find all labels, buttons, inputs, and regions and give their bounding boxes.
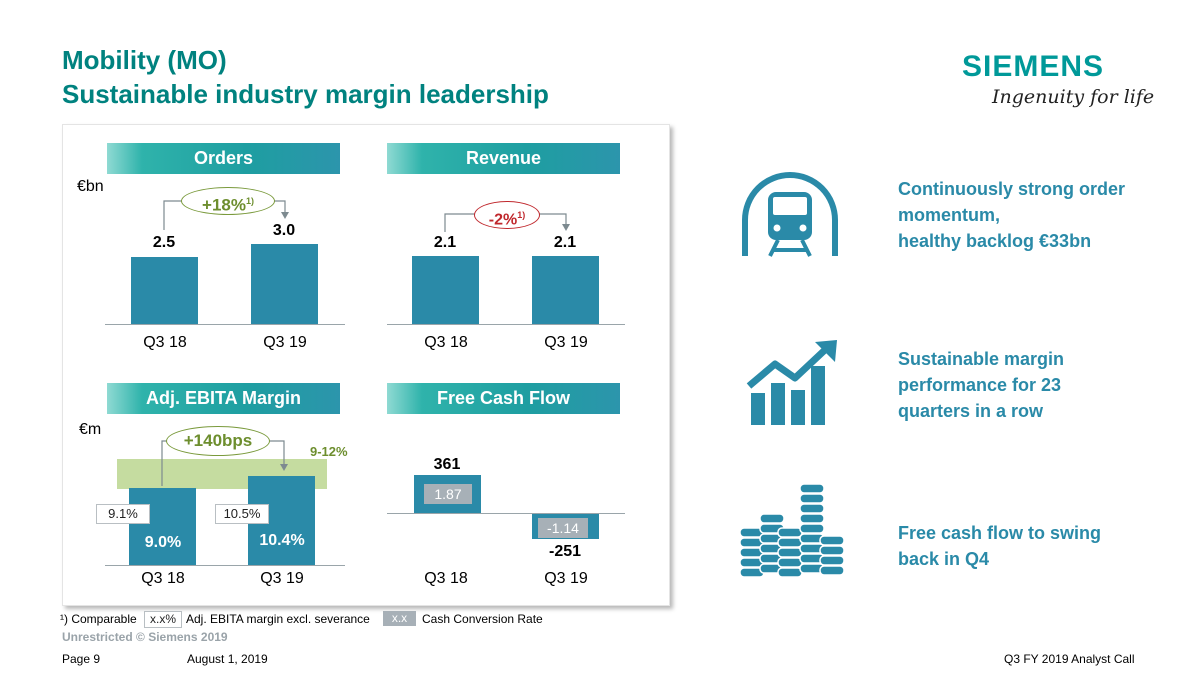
- margin-excl-severance-label: 10.5%: [215, 504, 269, 524]
- revenue-value-label: 2.1: [433, 234, 457, 251]
- orders-axis-line: [105, 324, 345, 325]
- revenue-change-value: -2%: [488, 211, 518, 229]
- fcf-value-label: -251: [548, 543, 582, 560]
- growth-chart-icon: [746, 340, 837, 425]
- orders-change-footnote-mark: 1): [245, 196, 254, 206]
- coin-stacks-icon: [739, 483, 845, 578]
- margin-axis-line: [105, 565, 345, 566]
- presentation-date: August 1, 2019: [187, 652, 268, 666]
- legend-ccr-text: Cash Conversion Rate: [422, 612, 543, 626]
- highlight-line: momentum,: [898, 205, 1001, 225]
- highlight-line: healthy backlog €33bn: [898, 231, 1092, 251]
- page-number: Page 9: [62, 652, 101, 666]
- margin-excl-severance-label: 9.1%: [96, 504, 150, 524]
- fcf-value-label: 361: [433, 456, 461, 473]
- revenue-category-label: Q3 19: [544, 334, 588, 351]
- fcf-axis-line: [387, 513, 625, 514]
- fcf-cash-conversion-label: 1.87: [424, 484, 472, 504]
- orders-unit-label: €bn: [77, 178, 104, 195]
- highlight-line: performance for 23: [898, 375, 1062, 395]
- page-title: Mobility (MO): [62, 45, 227, 75]
- classification-label: Unrestricted © Siemens 2019: [62, 630, 228, 644]
- highlight-orders: Continuously strong order momentum, heal…: [898, 176, 1125, 254]
- highlight-line: Free cash flow to swing: [898, 523, 1102, 543]
- fcf-category-label: Q3 19: [544, 570, 588, 587]
- event-name: Q3 FY 2019 Analyst Call: [1004, 652, 1135, 666]
- logo-tagline: Ingenuity for life: [992, 86, 1155, 108]
- highlight-line: back in Q4: [898, 549, 990, 569]
- orders-chart-title: Orders: [107, 143, 340, 174]
- orders-value-label: 2.5: [152, 234, 176, 251]
- page-subtitle: Sustainable industry margin leadership: [62, 79, 549, 109]
- fcf-chart-title: Free Cash Flow: [387, 383, 620, 414]
- highlight-margin: Sustainable margin performance for 23 qu…: [898, 346, 1064, 424]
- highlight-line: Continuously strong order: [898, 179, 1125, 199]
- legend-margin-text: Adj. EBITA margin excl. severance: [186, 612, 370, 626]
- margin-value-label: 9.0%: [144, 534, 182, 551]
- margin-category-label: Q3 19: [260, 570, 304, 587]
- train-icon: [742, 172, 838, 257]
- revenue-value-label: 2.1: [553, 234, 577, 251]
- revenue-chart-title: Revenue: [387, 143, 620, 174]
- legend-ccr-swatch: x.x: [383, 611, 416, 626]
- margin-unit-label: €m: [79, 421, 102, 438]
- highlight-line: Sustainable margin: [898, 349, 1065, 369]
- revenue-bar-q3-19: [532, 255, 599, 324]
- revenue-change-badge: -2%1): [474, 201, 540, 229]
- orders-change-value: +18%: [202, 195, 246, 215]
- revenue-change-footnote-mark: 1): [517, 210, 526, 220]
- orders-category-label: Q3 19: [263, 334, 307, 351]
- margin-category-label: Q3 18: [141, 570, 185, 587]
- orders-bar-q3-19: [251, 243, 318, 324]
- legend-margin-swatch: x.x%: [144, 611, 182, 628]
- fcf-category-label: Q3 18: [424, 570, 468, 587]
- footnote-comparable: ¹) Comparable: [60, 612, 137, 626]
- highlight-line: quarters in a row: [898, 401, 1044, 421]
- highlight-cash-flow: Free cash flow to swing back in Q4: [898, 520, 1101, 572]
- margin-change-badge: +140bps: [166, 426, 270, 456]
- siemens-logo: SIEMENS: [962, 50, 1105, 83]
- revenue-axis-line: [387, 324, 625, 325]
- margin-bar-q3-18: [129, 487, 196, 565]
- margin-chart-title: Adj. EBITA Margin: [107, 383, 340, 414]
- margin-value-label: 10.4%: [259, 532, 305, 549]
- revenue-bar-q3-18: [412, 255, 479, 324]
- orders-value-label: 3.0: [272, 222, 296, 239]
- margin-target-label: 9-12%: [310, 444, 348, 459]
- fcf-cash-conversion-label: -1.14: [538, 518, 588, 538]
- orders-change-badge: +18%1): [181, 187, 275, 215]
- orders-category-label: Q3 18: [143, 334, 187, 351]
- revenue-category-label: Q3 18: [424, 334, 468, 351]
- orders-bar-q3-18: [131, 257, 198, 324]
